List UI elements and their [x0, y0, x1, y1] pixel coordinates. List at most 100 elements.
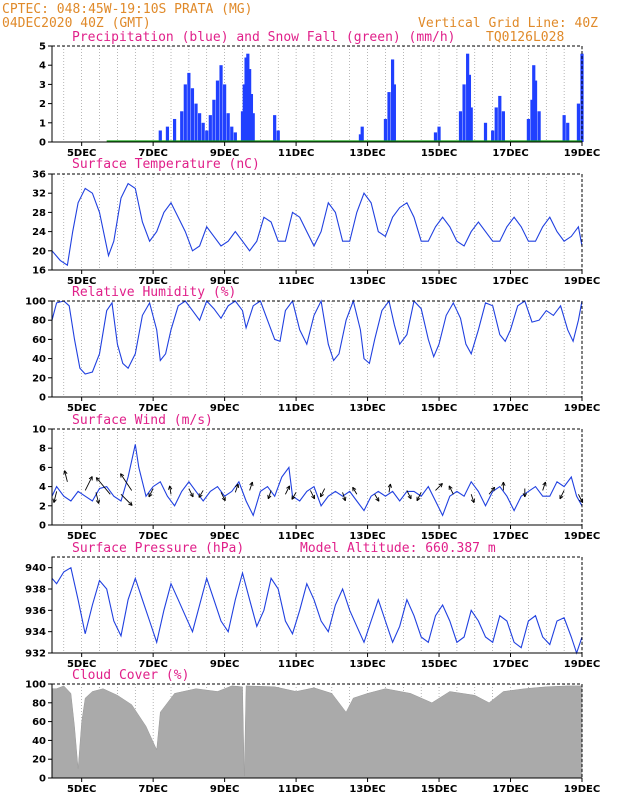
y-tick-label: 2: [39, 99, 46, 110]
wind-arrow-shaft: [84, 476, 93, 491]
precip-bar: [437, 126, 441, 142]
x-tick-label: 17DEC: [492, 148, 528, 159]
wind-arrow-head: [311, 494, 316, 500]
precip-bar: [562, 115, 566, 142]
x-tick-label: 15DEC: [421, 276, 457, 287]
precip-bar: [215, 80, 220, 142]
wind-arrow-shaft: [95, 477, 111, 495]
x-tick-label: 11DEC: [278, 531, 314, 542]
y-tick-label: 60: [32, 335, 46, 346]
wind-arrow-shaft: [470, 494, 475, 503]
wind-arrow-shaft: [53, 491, 58, 503]
precip-bar: [183, 84, 187, 142]
x-tick-label: 5DEC: [67, 276, 96, 287]
wind-arrow-shaft: [249, 481, 253, 491]
wind-arrow-shaft: [220, 492, 226, 501]
precip-bar: [467, 74, 472, 142]
x-tick-label: 11DEC: [278, 784, 314, 795]
wind-arrow-shaft: [64, 470, 68, 482]
precip-bar: [458, 111, 463, 142]
wind-arrow-shaft: [488, 486, 496, 495]
x-tick-label: 5DEC: [67, 403, 96, 414]
wind-arrow: [387, 483, 392, 493]
wind-arrow: [84, 476, 93, 491]
wind-arrow-shaft: [291, 492, 297, 500]
wind-arrow: [406, 490, 412, 500]
precip-bar: [491, 130, 495, 142]
y-tick-label: 80: [32, 698, 46, 709]
header-code: TQ0126L028: [486, 30, 564, 45]
header-date: 04DEC2020 40Z (GMT): [2, 16, 151, 31]
x-tick-label: 5DEC: [67, 531, 96, 542]
wind-arrow-shaft: [352, 487, 358, 495]
precip-bar: [201, 122, 205, 142]
wind-arrow-head: [579, 498, 584, 504]
wind-arrow-shaft: [374, 494, 380, 502]
wind-arrow-head: [95, 477, 101, 482]
wind-arrow: [291, 492, 297, 500]
wind-arrow-head: [52, 498, 57, 503]
wind-arrow: [52, 491, 58, 503]
precip-bar: [219, 65, 223, 142]
wind-arrow: [559, 490, 565, 500]
cloud-cover-panel: Cloud Cover (%) 0 20 40 60 80 100 5DEC 7DEC 9DEC…: [25, 668, 600, 795]
x-tick-label: 17DEC: [492, 276, 528, 287]
wind-arrow-head: [375, 497, 380, 502]
x-tick-label: 9DEC: [210, 148, 239, 159]
y-tick-label: 4: [39, 61, 46, 72]
y-tick-label: 100: [25, 680, 46, 691]
wind-arrow: [198, 490, 204, 498]
precip-bar: [240, 111, 245, 142]
wind-arrow-shaft: [95, 492, 100, 504]
wind-arrow: [501, 481, 506, 491]
y-tick-label: 0: [39, 774, 46, 785]
header-location: CPTEC: 048:45W-19:10S PRATA (MG): [2, 2, 252, 17]
precip-bar: [244, 57, 248, 142]
precip-bar: [533, 80, 538, 142]
precip-bar: [194, 103, 198, 142]
x-tick-label: 17DEC: [492, 531, 528, 542]
y-tick-label: 16: [32, 266, 46, 277]
precip-bar: [469, 107, 473, 142]
wind-arrow: [542, 481, 547, 491]
precip-bar: [251, 113, 255, 142]
wind-arrow-head: [542, 481, 547, 487]
precip-bar: [387, 92, 391, 142]
precip-bar: [208, 115, 212, 142]
y-tick-label: 0: [39, 521, 46, 532]
x-tick-label: 19DEC: [564, 403, 600, 414]
x-tick-label: 9DEC: [210, 659, 239, 670]
precip-bar: [390, 59, 395, 142]
x-tick-label: 13DEC: [349, 531, 385, 542]
wind-arrow-shaft: [435, 483, 443, 491]
wind-arrow-shaft: [267, 490, 272, 499]
precip-bar: [537, 111, 541, 142]
precip-bar: [223, 84, 227, 142]
x-tick-label: 17DEC: [492, 403, 528, 414]
wind-arrow-head: [559, 494, 564, 500]
y-tick-label: 0: [39, 393, 46, 404]
wind-arrow-head: [286, 485, 291, 490]
wind-arrow-head: [63, 470, 68, 475]
wind-arrow-head: [221, 496, 226, 502]
wind-arrow-head: [249, 481, 254, 487]
model-altitude: Model Altitude: 660.387 m: [300, 541, 496, 556]
wind-arrow: [488, 486, 496, 495]
x-tick-label: 13DEC: [349, 276, 385, 287]
wind-arrow-head: [198, 493, 203, 498]
y-tick-label: 940: [25, 563, 46, 574]
y-tick-label: 100: [25, 297, 46, 308]
y-tick-label: 20: [32, 755, 46, 766]
y-tick-label: 0: [39, 138, 46, 149]
x-tick-label: 9DEC: [210, 531, 239, 542]
wind-arrow: [342, 492, 347, 502]
x-tick-label: 15DEC: [421, 531, 457, 542]
y-tick-label: 4: [39, 482, 46, 493]
precip-bar: [180, 111, 184, 142]
wind-arrow-head: [148, 492, 153, 498]
precip-bar: [530, 99, 534, 142]
panel-frame: [51, 556, 583, 654]
wind-panel: Surface Wind (m/s) 0 2 4 6 8 10 5DEC 7DEC 9DEC 11…: [32, 413, 600, 542]
x-tick-label: 15DEC: [421, 148, 457, 159]
precip-bar: [273, 115, 277, 142]
